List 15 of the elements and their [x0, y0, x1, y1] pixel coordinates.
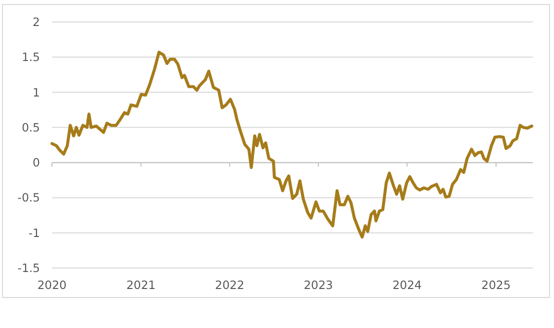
- line-series: [50, 50, 534, 239]
- y-tick-label: 0.5: [22, 120, 40, 134]
- y-tick-label: 1: [32, 85, 40, 100]
- x-tick-label: 2021: [126, 278, 156, 292]
- y-tick-label: 1.5: [22, 50, 40, 64]
- x-tick-label: 2023: [304, 278, 334, 292]
- y-tick-label: -1.5: [18, 261, 40, 276]
- x-tick-label: 2024: [392, 278, 422, 292]
- x-tick-label: 2020: [37, 278, 67, 292]
- y-tick-label: 2: [32, 15, 40, 30]
- y-tick-label: -1: [28, 226, 40, 240]
- y-tick-label: -0.5: [18, 190, 40, 205]
- y-tick-label: 0: [32, 156, 40, 170]
- x-tick-label: 2025: [481, 278, 511, 292]
- x-tick-label: 2022: [215, 278, 244, 292]
